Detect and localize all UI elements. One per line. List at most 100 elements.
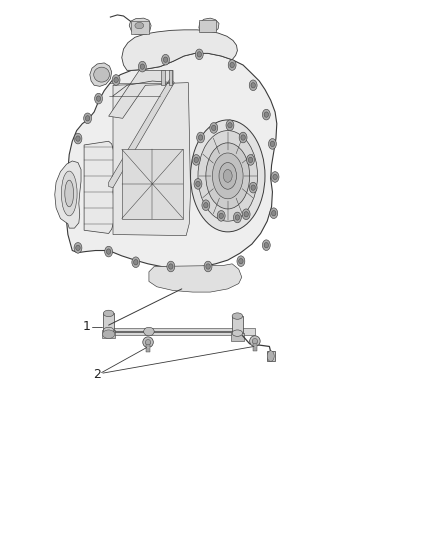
Ellipse shape [273,174,277,180]
Ellipse shape [135,22,144,29]
Ellipse shape [194,157,198,163]
Ellipse shape [74,243,82,253]
Polygon shape [66,53,277,268]
Ellipse shape [192,155,200,165]
Ellipse shape [237,256,245,266]
Bar [131,21,149,34]
Ellipse shape [232,330,243,336]
Polygon shape [149,264,242,292]
Polygon shape [129,18,151,34]
Ellipse shape [232,313,243,319]
Ellipse shape [251,83,255,88]
Ellipse shape [239,259,243,264]
Ellipse shape [144,327,154,336]
Ellipse shape [169,264,173,269]
Ellipse shape [132,257,140,268]
Polygon shape [109,79,174,188]
Text: 2: 2 [93,368,101,381]
Bar [199,20,216,32]
Bar [231,333,244,341]
Ellipse shape [233,212,241,223]
Ellipse shape [103,327,114,334]
Ellipse shape [74,133,82,144]
Polygon shape [84,141,115,233]
Ellipse shape [226,120,234,131]
Polygon shape [90,63,112,86]
Bar [232,316,243,333]
Ellipse shape [204,203,208,208]
Text: 1: 1 [83,320,91,333]
Ellipse shape [244,212,248,217]
Ellipse shape [249,182,257,193]
Bar [267,351,275,361]
Ellipse shape [106,249,111,254]
Polygon shape [122,30,237,70]
Ellipse shape [219,213,223,219]
Ellipse shape [102,330,115,338]
Ellipse shape [268,139,276,149]
Ellipse shape [241,135,245,140]
Ellipse shape [270,208,278,219]
Ellipse shape [212,153,243,199]
Ellipse shape [65,180,74,207]
Ellipse shape [250,336,260,346]
Ellipse shape [198,135,203,140]
Ellipse shape [167,261,175,272]
Ellipse shape [103,310,114,317]
Ellipse shape [194,179,202,189]
Ellipse shape [76,245,80,251]
Ellipse shape [228,123,232,128]
Ellipse shape [230,62,234,68]
Ellipse shape [267,351,274,361]
Polygon shape [199,18,219,32]
Ellipse shape [198,131,258,221]
Bar [253,341,257,351]
Ellipse shape [112,75,120,85]
Ellipse shape [262,109,270,120]
Ellipse shape [212,125,216,131]
Ellipse shape [249,80,257,91]
Bar [161,70,165,85]
Ellipse shape [61,171,77,216]
Ellipse shape [197,52,201,57]
Polygon shape [122,149,183,219]
Ellipse shape [219,163,237,189]
Ellipse shape [242,209,250,220]
Ellipse shape [206,143,250,209]
Ellipse shape [264,243,268,248]
Ellipse shape [262,240,270,251]
Ellipse shape [85,116,90,121]
Ellipse shape [143,337,153,348]
Ellipse shape [228,60,236,70]
Ellipse shape [271,172,279,182]
Ellipse shape [191,120,265,232]
Ellipse shape [204,261,212,272]
Ellipse shape [134,260,138,265]
Ellipse shape [272,211,276,216]
Ellipse shape [140,64,145,69]
Ellipse shape [196,181,200,187]
Ellipse shape [84,113,92,124]
Ellipse shape [114,77,118,83]
Ellipse shape [96,96,101,101]
Ellipse shape [94,67,110,82]
Ellipse shape [202,200,210,211]
Ellipse shape [210,123,218,133]
Ellipse shape [270,141,275,147]
Ellipse shape [223,169,232,182]
Polygon shape [55,161,81,228]
Bar [102,330,115,338]
Polygon shape [109,70,173,118]
Ellipse shape [138,61,146,72]
Ellipse shape [105,246,113,257]
Ellipse shape [206,264,210,269]
Ellipse shape [217,211,225,221]
Bar [113,328,255,335]
Ellipse shape [145,340,151,345]
Bar [169,70,172,85]
Ellipse shape [163,57,168,62]
Ellipse shape [251,185,255,190]
Bar [146,342,150,352]
Ellipse shape [239,132,247,143]
Ellipse shape [264,112,268,117]
